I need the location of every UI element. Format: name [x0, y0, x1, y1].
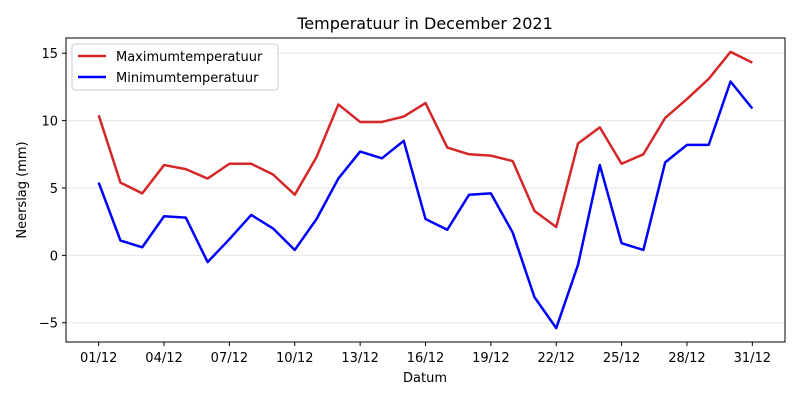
legend: Maximumtemperatuur Minimumtemperatuur [71, 43, 279, 91]
legend-label-min: Minimumtemperatuur [116, 71, 259, 86]
x-tick-label: 31/12 [734, 351, 771, 366]
y-tick-label: −5 [39, 317, 58, 332]
x-tick-label: 04/12 [145, 351, 182, 366]
x-tick-label: 22/12 [537, 351, 574, 366]
y-tick-label: 5 [50, 182, 58, 197]
x-tick-label: 16/12 [407, 351, 444, 366]
chart-title: Temperatuur in December 2021 [296, 14, 553, 33]
y-tick-label: 0 [50, 249, 58, 264]
y-tick-label: 15 [41, 47, 58, 62]
y-axis-label: Neerslag (mm) [15, 141, 30, 238]
x-tick-label: 10/12 [276, 351, 313, 366]
legend-label-max: Maximumtemperatuur [116, 50, 263, 65]
x-tick-label: 25/12 [603, 351, 640, 366]
x-tick-label: 19/12 [472, 351, 509, 366]
series-line-min [97, 80, 754, 330]
y-tick-label: 10 [41, 115, 58, 130]
x-tick-label: 07/12 [211, 351, 248, 366]
x-axis-label: Datum [403, 371, 447, 386]
x-tick-label: 01/12 [80, 351, 117, 366]
x-tick-label: 28/12 [668, 351, 705, 366]
x-tick-label: 13/12 [341, 351, 378, 366]
